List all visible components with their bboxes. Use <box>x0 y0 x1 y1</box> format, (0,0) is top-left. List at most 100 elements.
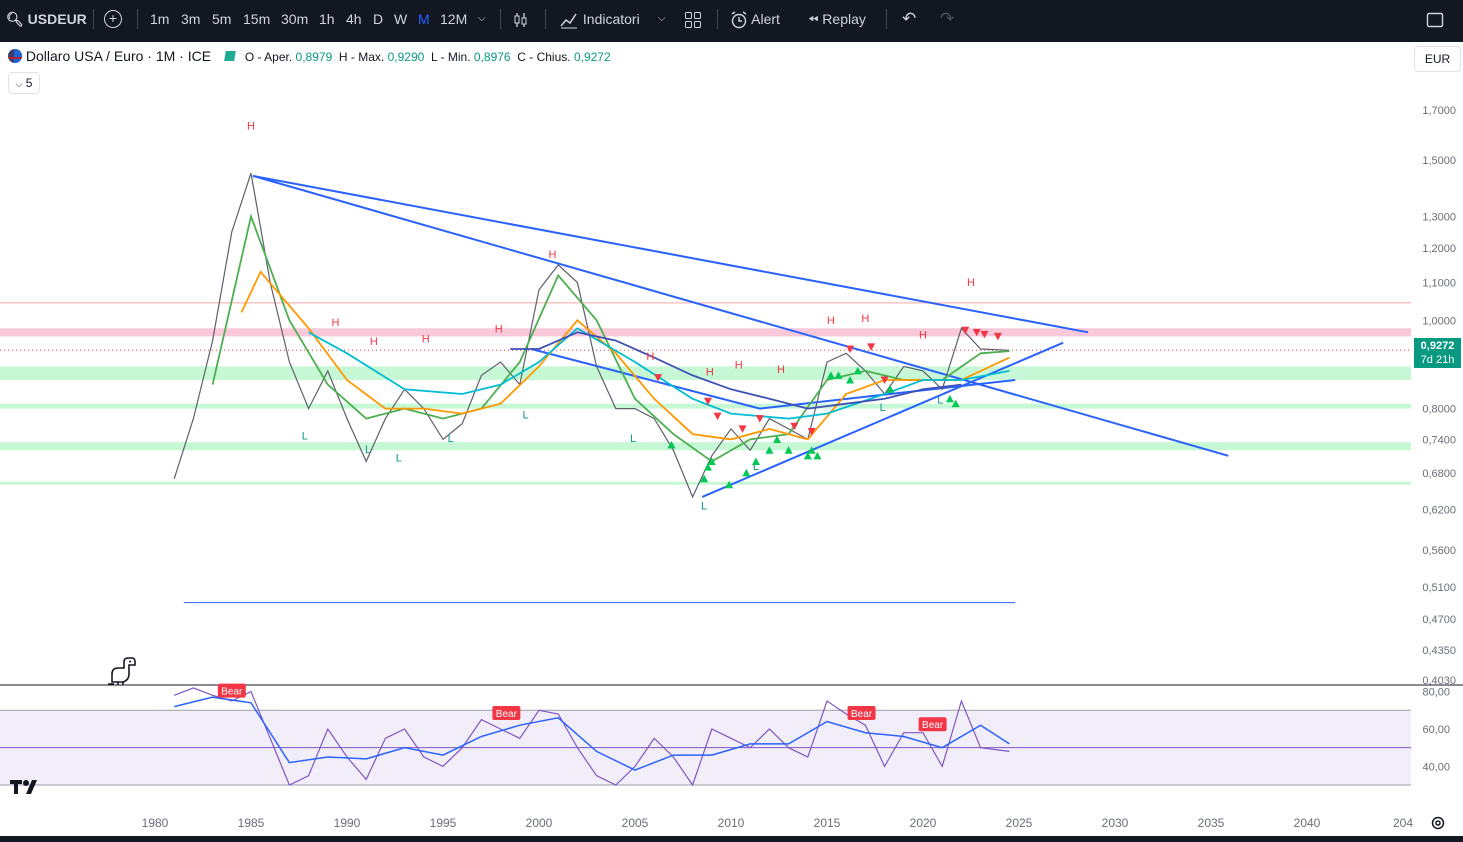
symbol-search[interactable]: 🔍︎ USDEUR <box>6 0 87 38</box>
open-value: 0,8979 <box>295 50 333 64</box>
pivot-label-10: H <box>827 315 835 327</box>
toolbar-divider <box>717 9 718 29</box>
price-line <box>173 173 1010 499</box>
redo-icon[interactable]: ↷ <box>940 9 955 28</box>
pivot-label-21: L <box>753 461 759 473</box>
sell-signal-6 <box>807 428 816 436</box>
price-axis[interactable]: 1,7000 1,5000 1,3000 1,2000 1,1000 1,0000 0,80… <box>1422 105 1456 687</box>
support-zone-3 <box>0 403 1411 409</box>
support-zone-4 <box>0 442 1411 451</box>
buy-signal-6 <box>751 457 760 465</box>
ema-fast-line <box>211 213 1010 463</box>
last-price: 0,9272 <box>1420 340 1455 352</box>
price-tick-0: 1,7000 <box>1422 105 1456 117</box>
rsi-axis: 80,00 60,00 40,00 <box>1422 687 1450 774</box>
pivot-label-3: H <box>370 336 378 348</box>
trendline-3 <box>701 341 1064 498</box>
pivot-label-4: H <box>422 334 430 346</box>
interval-1h[interactable]: 1h <box>319 11 335 27</box>
collapse-indicators-button[interactable]: ⌵ 5 <box>8 72 40 94</box>
time-tick-4: 2000 <box>526 816 553 830</box>
rsi-tick-0: 80,00 <box>1422 687 1450 699</box>
time-axis[interactable]: 1980 1985 1990 1995 2000 2005 2010 2015 2020 2025… <box>142 816 1414 830</box>
indicators-button[interactable]: Indicatori <box>559 0 640 38</box>
interval-12m[interactable]: 12M <box>440 11 468 27</box>
pivot-label-17: L <box>448 433 454 445</box>
tv-logo-svg <box>10 780 37 794</box>
ema-long-line <box>510 331 962 410</box>
pivot-labels: H H H H H H H H H H H H H H L L L L L L L L L L <box>247 120 975 512</box>
interval-15m[interactable]: 15m <box>243 11 271 27</box>
time-tick-1: 1985 <box>238 816 265 830</box>
symbol-title[interactable]: Dollaro USA / Euro · 1M · ICE <box>25 48 212 64</box>
high-label: H - Max. <box>338 50 385 64</box>
pivot-label-11: H <box>861 313 869 325</box>
interval-m[interactable]: M <box>418 11 430 27</box>
price-tick-2: 1,3000 <box>1422 211 1456 223</box>
symbol-label: USDEUR <box>27 11 87 27</box>
toolbar-border <box>0 38 1463 42</box>
trendline-1 <box>252 174 1229 457</box>
sell-signal-8 <box>867 343 876 351</box>
replay-button[interactable]: ⏪︎ Replay <box>808 0 866 38</box>
currency-button[interactable]: EUR <box>1414 46 1461 72</box>
time-tick-9: 2025 <box>1006 816 1033 830</box>
interval-1m[interactable]: 1m <box>150 11 170 27</box>
buy-signal-5 <box>742 468 751 477</box>
indicator-count: 5 <box>25 76 33 90</box>
interval-w[interactable]: W <box>394 11 408 27</box>
pivot-label-1: H <box>548 249 556 261</box>
pivot-label-0: H <box>247 120 255 132</box>
price-tick-12: 0,4700 <box>1422 614 1456 626</box>
market-status-icon <box>224 51 236 61</box>
time-tick-11: 2035 <box>1198 816 1225 830</box>
interval-4h[interactable]: 4h <box>346 11 362 27</box>
buy-signal-7 <box>765 446 774 454</box>
undo-icon[interactable]: ↶ <box>902 9 917 28</box>
templates-svg <box>685 12 701 29</box>
bear-label-bg-3 <box>918 717 947 732</box>
settings-gear-icon[interactable] <box>1431 816 1445 830</box>
interval-3m[interactable]: 3m <box>181 11 201 27</box>
sell-signal-4 <box>755 415 764 423</box>
interval-dropdown-chevron-icon[interactable]: ⌵ <box>478 13 486 24</box>
grid-icon[interactable] <box>684 0 702 38</box>
time-tick-7: 2015 <box>814 816 841 830</box>
bear-label-1: Bear <box>496 709 518 720</box>
buy-signal-3 <box>707 457 716 465</box>
chart-canvas[interactable]: H H H H H H H H H H H H H H L L L L L L L L L L 1,7000 1,5000 1,3… <box>0 42 1463 836</box>
price-tick-11: 0,5100 <box>1422 582 1456 594</box>
ema-slow-line <box>308 327 1010 420</box>
low-label: L - Min. <box>430 50 471 64</box>
fullscreen-icon[interactable] <box>1426 0 1444 38</box>
alert-button[interactable]: Alert <box>730 0 780 38</box>
sell-signal-1 <box>703 397 712 406</box>
pivot-label-6: H <box>646 351 654 363</box>
pivot-label-15: L <box>365 444 371 456</box>
buy-signal-13 <box>826 371 835 379</box>
toolbar-divider <box>93 9 94 29</box>
interval-5m[interactable]: 5m <box>212 11 232 27</box>
buy-signal-2 <box>703 463 712 471</box>
open-label: O - Aper. <box>244 50 293 64</box>
pivot-label-20: L <box>701 500 707 512</box>
tradingview-logo[interactable] <box>10 778 42 802</box>
time-tick-2: 1990 <box>334 816 361 830</box>
candles-icon[interactable] <box>512 0 530 38</box>
replay-label: Replay <box>822 11 866 27</box>
bear-label-bg-1 <box>492 706 521 721</box>
time-tick-6: 2010 <box>718 816 745 830</box>
interval-30m[interactable]: 30m <box>281 11 309 27</box>
toolbar-divider <box>545 9 546 29</box>
indicators-dropdown-chevron-icon[interactable]: ⌵ <box>658 13 666 24</box>
pivot-label-22: L <box>880 402 886 414</box>
rewind-icon: ⏪︎ <box>808 12 819 27</box>
low-value: 0,8976 <box>473 50 511 64</box>
top-toolbar: 🔍︎ USDEUR + 1m 3m 5m 15m 30m 1h 4h D W M… <box>0 0 1463 38</box>
high-value: 0,9290 <box>387 50 425 64</box>
add-symbol-button[interactable]: + <box>104 0 122 38</box>
dinosaur-icon[interactable] <box>108 657 136 685</box>
interval-d[interactable]: D <box>373 11 384 27</box>
pivot-label-16: L <box>396 452 402 464</box>
sell-signal-5 <box>790 422 799 431</box>
